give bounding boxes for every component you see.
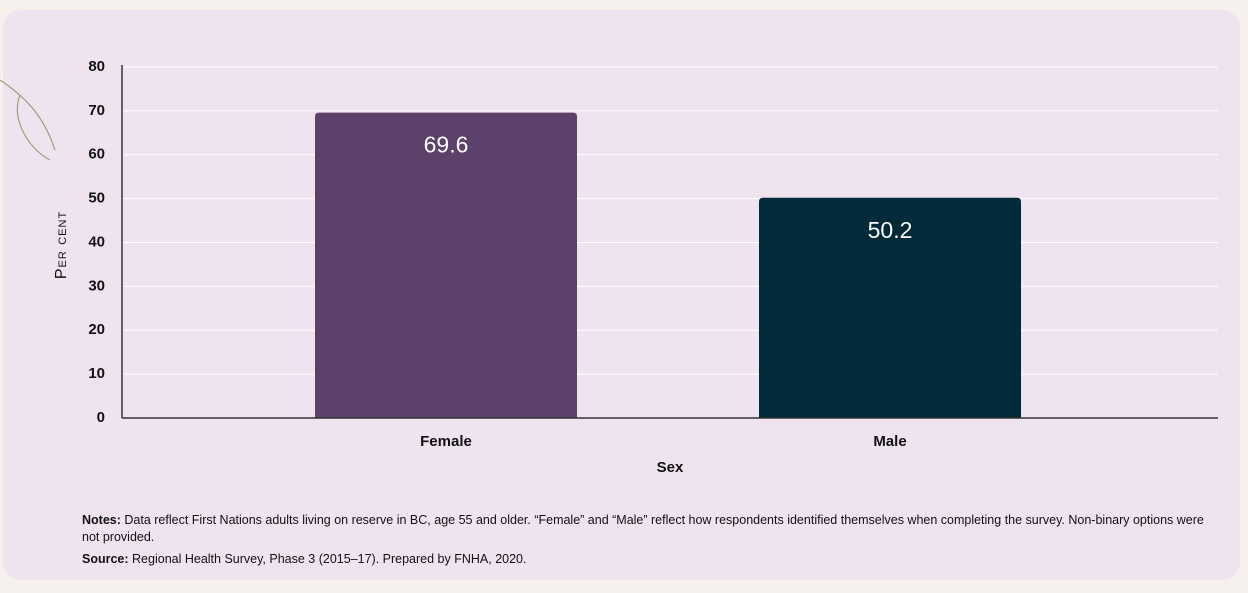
source: Source: Regional Health Survey, Phase 3 … — [82, 551, 1212, 568]
y-tick-label: 50 — [88, 190, 105, 207]
bar — [759, 197, 1021, 418]
y-tick-label: 30 — [88, 277, 105, 294]
x-tick-label: Female — [420, 433, 472, 450]
y-axis-label: Per cent — [53, 211, 70, 279]
panel — [3, 10, 1240, 580]
notes-block: Notes: Data reflect First Nations adults… — [82, 512, 1212, 573]
x-axis-label: Sex — [657, 459, 684, 476]
y-tick-label: 0 — [97, 409, 105, 426]
value-label: 69.6 — [424, 132, 469, 158]
y-tick-label: 10 — [88, 365, 105, 382]
y-tick-label: 20 — [88, 321, 105, 338]
notes-text: Data reflect First Nations adults living… — [82, 513, 1204, 544]
source-text: Regional Health Survey, Phase 3 (2015–17… — [132, 552, 527, 566]
y-tick-label: 80 — [88, 58, 105, 75]
value-label: 50.2 — [868, 217, 913, 243]
y-tick-label: 40 — [88, 233, 105, 250]
source-label: Source: — [82, 552, 129, 566]
leaf-decoration — [0, 79, 56, 161]
y-tick-label: 60 — [88, 146, 105, 163]
notes: Notes: Data reflect First Nations adults… — [82, 512, 1212, 546]
notes-label: Notes: — [82, 513, 121, 527]
bar — [315, 112, 577, 418]
x-tick-label: Male — [873, 433, 906, 450]
y-tick-label: 70 — [88, 102, 105, 119]
